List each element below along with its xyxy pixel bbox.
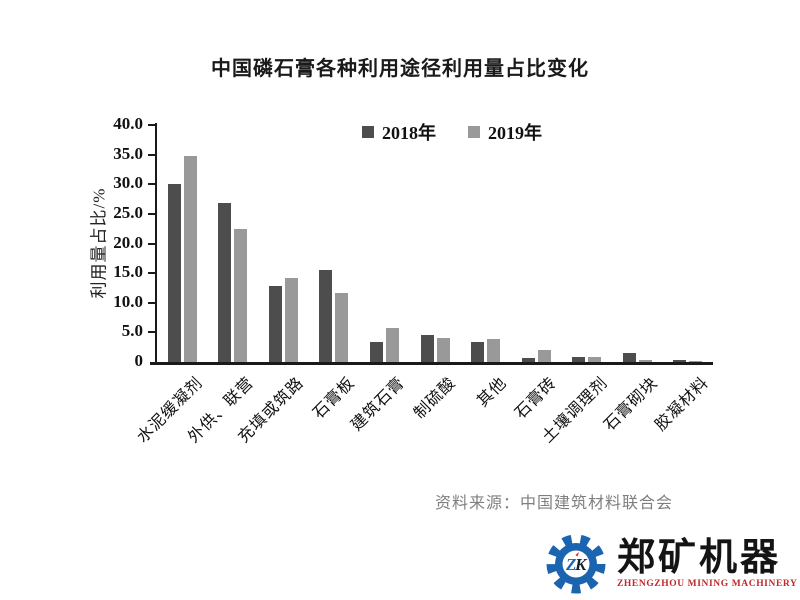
y-tick-mark (148, 124, 155, 126)
y-tick-label: 20.0 (113, 232, 143, 252)
bar-2018年-石膏砖 (521, 358, 535, 362)
legend-item-2018: 2018年 (362, 119, 436, 145)
bar-2019年-胶凝材料 (689, 360, 703, 362)
y-tick-mark (148, 301, 155, 304)
x-category-label: 胶凝材料 (651, 374, 712, 435)
y-tick-label: 25.0 (113, 202, 143, 222)
bar-2018年-水泥缓凝剂 (167, 184, 181, 362)
bar-2019年-土壤调理剂 (588, 357, 602, 362)
legend-item-2019: 2019年 (468, 119, 542, 145)
y-tick-mark (148, 272, 155, 275)
y-tick-label: 15.0 (113, 262, 143, 282)
y-tick-label: 30.0 (113, 173, 143, 193)
y-axis-line (155, 123, 157, 362)
bar-2019年-石膏砌块 (638, 359, 652, 362)
bar-2019年-制硫酸 (436, 337, 450, 362)
bar-2019年-建筑石膏 (385, 328, 399, 362)
bar-2018年-其他 (471, 341, 485, 362)
y-tick-mark (148, 153, 155, 156)
bar-2018年-土壤调理剂 (572, 356, 586, 362)
legend-label-2018: 2018年 (382, 123, 436, 143)
bar-2019年-水泥缓凝剂 (183, 156, 197, 362)
bar-2018年-石膏砌块 (622, 353, 636, 362)
legend-swatch-2019-icon (468, 126, 480, 138)
logo-red-tick-icon (575, 552, 579, 557)
gear-logo-icon: Z K (546, 534, 606, 594)
legend-swatch-2018-icon (362, 126, 374, 138)
bar-2018年-充填或筑路 (268, 285, 282, 362)
y-tick-mark (148, 212, 155, 215)
logo-text-block: 郑矿机器 ZHENGZHOU MINING MACHINERY (617, 539, 797, 590)
y-tick-label: 5.0 (121, 321, 143, 341)
x-category-label: 建筑石膏 (348, 374, 409, 435)
gear-center (562, 550, 590, 578)
bar-2018年-制硫酸 (420, 334, 434, 362)
bar-2018年-石膏板 (319, 270, 333, 362)
bar-2018年-外供、联营 (218, 203, 232, 362)
source-note: 资料来源：中国建筑材料联合会 (435, 495, 674, 512)
y-tick-mark (148, 331, 155, 334)
bar-2018年-建筑石膏 (369, 341, 383, 362)
bar-2019年-其他 (487, 339, 501, 362)
x-axis-line (150, 362, 713, 365)
logo-letter-k: K (574, 555, 588, 574)
x-category-label: 其他 (473, 374, 510, 411)
bar-2019年-石膏砖 (537, 349, 551, 362)
x-category-label: 制硫酸 (411, 374, 460, 423)
y-tick-mark (148, 183, 155, 186)
logo-letter-z: Z (565, 555, 576, 574)
company-logo: Z K 郑矿机器 ZHENGZHOU MINING MACHINERY (544, 532, 797, 596)
bar-2019年-外供、联营 (234, 228, 248, 362)
y-tick-label: 40.0 (113, 114, 143, 133)
chart-title: 中国磷石膏各种利用途径利用量占比变化 (211, 58, 589, 80)
y-tick-label: 35.0 (113, 143, 143, 163)
y-tick-label: 0 (134, 351, 144, 370)
bar-2018年-胶凝材料 (673, 360, 687, 362)
bar-2019年-充填或筑路 (284, 277, 298, 362)
company-name-cn: 郑矿机器 (617, 536, 782, 579)
chart-legend: 2018年 2019年 (362, 119, 542, 145)
x-category-label: 石膏砌块 (601, 374, 662, 435)
bar-2019年-石膏板 (335, 293, 349, 362)
y-tick-label: 10.0 (113, 291, 143, 311)
legend-label-2019: 2019年 (488, 123, 542, 143)
company-name-en: ZHENGZHOU MINING MACHINERY (617, 578, 798, 589)
y-tick-mark (148, 242, 155, 245)
